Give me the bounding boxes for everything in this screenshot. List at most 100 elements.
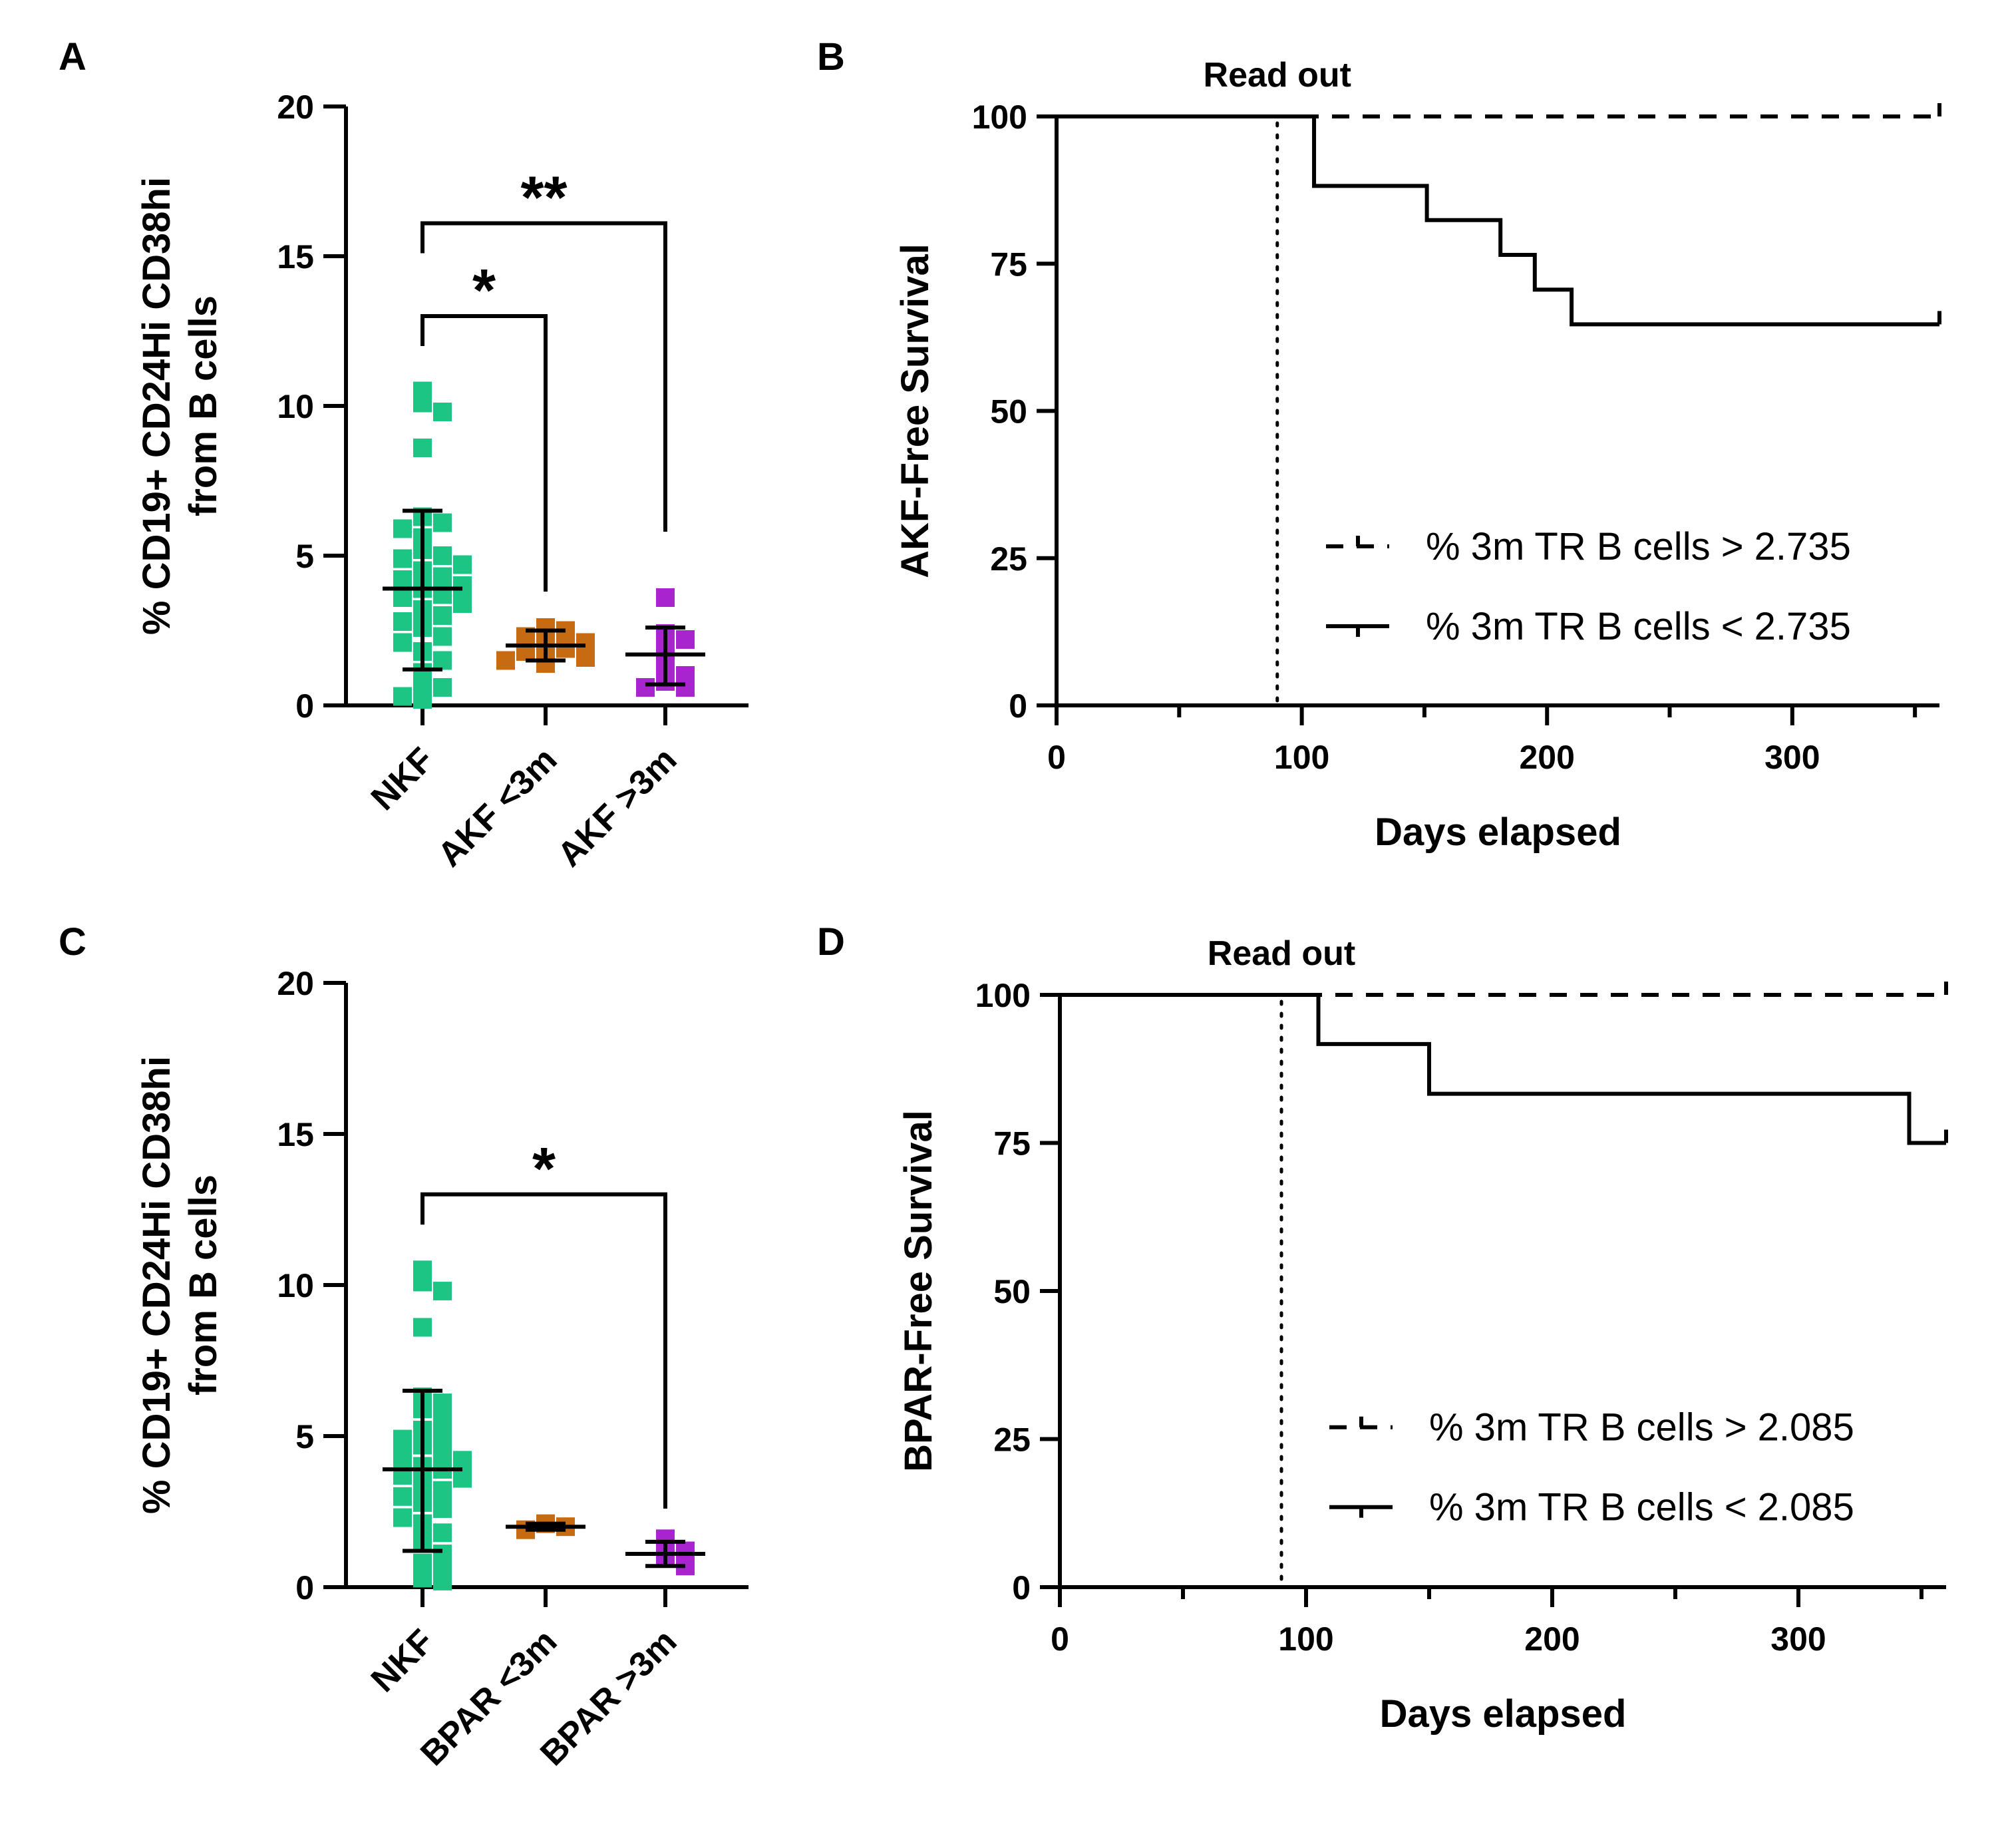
- data-point: [393, 519, 412, 538]
- readout-label: Read out: [1204, 56, 1351, 94]
- data-point: [676, 678, 695, 697]
- y-tick-label: 20: [277, 965, 314, 1002]
- y-axis-title: BPAR-Free Survival: [897, 1110, 940, 1472]
- survival-curve: [1057, 114, 1939, 327]
- y-tick-label: 5: [295, 1418, 314, 1455]
- significance-bracket: [420, 1192, 667, 1509]
- survival-curve: [1060, 993, 1946, 1145]
- data-point: [496, 651, 515, 670]
- significance-label: **: [520, 165, 567, 232]
- y-axis-title: % CD19+ CD24Hi CD38hi: [135, 1056, 178, 1514]
- data-point: [453, 594, 472, 613]
- x-tick-label: 300: [1764, 739, 1820, 776]
- data-point: [676, 630, 695, 649]
- category-label: NKF: [364, 1622, 442, 1700]
- data-point: [413, 1569, 432, 1588]
- y-tick-label: 0: [1009, 687, 1027, 725]
- data-point: [393, 1447, 412, 1467]
- data-point: [433, 606, 452, 625]
- y-tick-label: 5: [295, 538, 314, 575]
- data-point: [433, 403, 452, 421]
- y-tick-label: 100: [972, 98, 1027, 136]
- category-label: AKF >3m: [550, 740, 684, 874]
- data-point: [393, 588, 412, 607]
- y-axis-title: AKF-Free Survival: [894, 244, 937, 578]
- data-point: [413, 439, 432, 457]
- y-tick-label: 25: [990, 540, 1027, 578]
- legend-label: % 3m TR B cells < 2.735: [1426, 605, 1851, 648]
- y-tick-label: 0: [1012, 1569, 1031, 1606]
- data-point: [433, 546, 452, 565]
- data-point: [413, 690, 432, 709]
- data-point: [413, 1272, 432, 1292]
- readout-label: Read out: [1208, 934, 1355, 973]
- y-tick-label: 50: [990, 393, 1027, 431]
- panel-letter: D: [817, 920, 845, 964]
- x-tick-label: 200: [1524, 1620, 1580, 1658]
- panel-c: C 0 5 10 15 20 % CD19+ CD24Hi CD38hi from B cel…: [59, 920, 749, 1773]
- x-axis-title: Days elapsed: [1375, 811, 1621, 854]
- data-point: [433, 1523, 452, 1543]
- x-tick-label: 0: [1051, 1620, 1069, 1658]
- data-point: [433, 567, 452, 586]
- x-tick-label: 100: [1278, 1620, 1333, 1658]
- data-point: [393, 633, 412, 652]
- data-point: [393, 549, 412, 568]
- y-axis-title: from B cells: [182, 295, 225, 516]
- data-point: [433, 627, 452, 646]
- data-point: [433, 513, 452, 532]
- data-point: [393, 570, 412, 589]
- category-label: NKF: [364, 740, 442, 818]
- y-tick-label: 10: [277, 388, 314, 425]
- data-point: [556, 639, 575, 658]
- data-point: [393, 1429, 412, 1449]
- panel-d: D 0 25 50 75 100 0 100 200 300 Days elapsed BPAR-Fr…: [817, 920, 1948, 1736]
- significance-bracket: [420, 221, 667, 532]
- data-point: [393, 612, 412, 631]
- significance-label: *: [532, 1136, 556, 1202]
- data-point: [433, 1499, 452, 1518]
- y-tick-label: 0: [295, 687, 314, 725]
- y-axis-title: % CD19+ CD24Hi CD38hi: [135, 177, 178, 635]
- panel-letter: B: [817, 35, 845, 79]
- data-point: [453, 1469, 472, 1488]
- data-point: [393, 1508, 412, 1527]
- panel-b: B 0 25 50 75 100 0 100 200 300 Days elapsed AKF-Fre…: [817, 35, 1941, 854]
- y-tick-label: 20: [277, 89, 314, 126]
- data-point: [393, 1487, 412, 1506]
- x-tick-label: 100: [1274, 739, 1329, 776]
- panel-letter: C: [59, 920, 86, 964]
- y-axis-title: from B cells: [182, 1175, 225, 1395]
- legend-label: % 3m TR B cells > 2.085: [1429, 1406, 1854, 1449]
- y-tick-label: 75: [993, 1125, 1031, 1163]
- y-tick-label: 25: [993, 1421, 1031, 1459]
- data-point: [453, 576, 472, 595]
- y-tick-label: 75: [990, 246, 1027, 283]
- data-point: [433, 1282, 452, 1301]
- category-label: AKF <3m: [430, 740, 564, 874]
- x-tick-label: 0: [1047, 739, 1066, 776]
- data-point: [393, 687, 412, 706]
- significance-label: *: [472, 258, 496, 324]
- y-tick-label: 100: [975, 977, 1031, 1014]
- significance-bracket: [420, 314, 548, 592]
- data-point: [413, 393, 432, 413]
- data-point: [636, 678, 655, 697]
- y-tick-label: 50: [993, 1273, 1031, 1310]
- legend-label: % 3m TR B cells < 2.085: [1429, 1486, 1854, 1529]
- data-point: [433, 1481, 452, 1500]
- data-point: [433, 678, 452, 697]
- legend-label: % 3m TR B cells > 2.735: [1426, 525, 1851, 568]
- y-tick-label: 15: [277, 238, 314, 276]
- panel-a: A 0 5 10 15 20 % CD19+ CD24Hi CD38hi from B cel…: [59, 35, 749, 874]
- data-point: [413, 1318, 432, 1337]
- y-tick-label: 0: [295, 1569, 314, 1606]
- x-tick-label: 300: [1770, 1620, 1826, 1658]
- data-point: [453, 1451, 472, 1470]
- y-tick-label: 10: [277, 1267, 314, 1304]
- data-point: [433, 1408, 452, 1427]
- data-point: [656, 588, 675, 607]
- x-axis-title: Days elapsed: [1380, 1692, 1627, 1736]
- data-point: [433, 1571, 452, 1590]
